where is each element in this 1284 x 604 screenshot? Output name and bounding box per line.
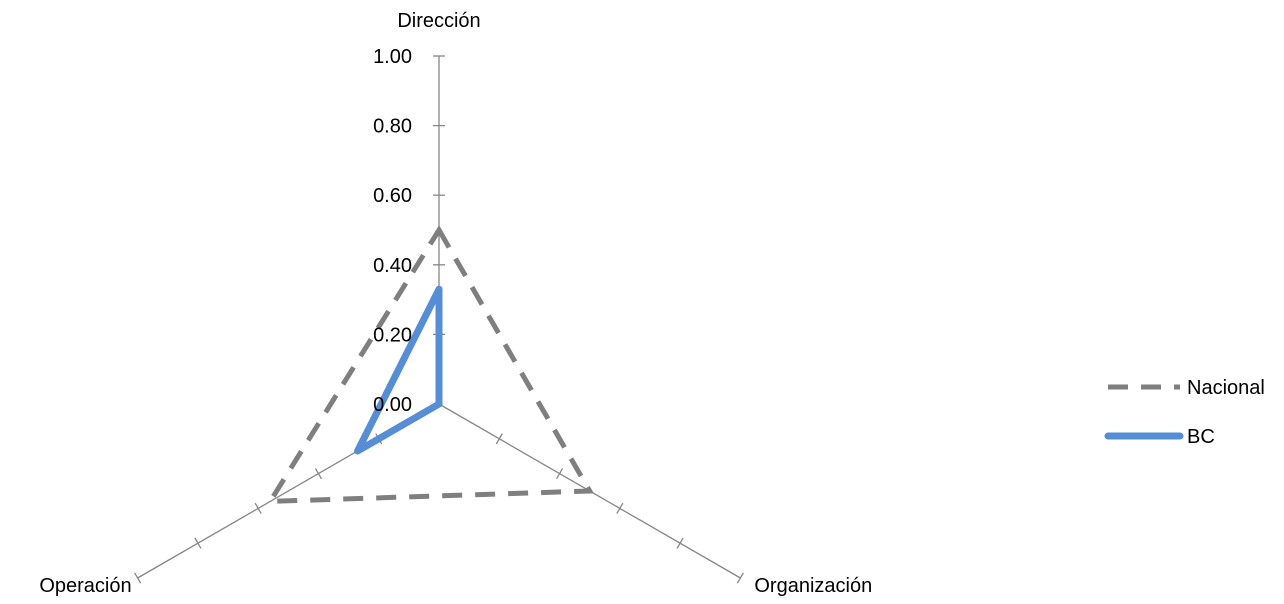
series-bc — [354, 285, 443, 455]
axis-tick — [555, 468, 564, 480]
labels-layer: 0.00 0.20 0.40 0.60 0.80 1.00 Dirección Organiz… — [39, 10, 872, 597]
legend-label-nacional: Nacional — [1187, 377, 1265, 399]
axis-name-organizacion: Organización — [754, 575, 872, 597]
axis-tick — [495, 433, 503, 445]
axis-name-operacion: Operación — [39, 575, 131, 597]
axis-tick — [254, 502, 262, 514]
axis-tick — [616, 502, 624, 514]
axis-tick — [134, 572, 142, 584]
series-layer — [265, 225, 594, 505]
axis-tick — [314, 468, 323, 480]
tick-label: 0.80 — [373, 116, 412, 138]
tick-label: 0.20 — [373, 324, 412, 346]
legend: Nacional BC — [1104, 377, 1265, 448]
axis-tick — [194, 537, 202, 549]
axis-tick — [736, 572, 744, 584]
axis-name-direccion: Dirección — [397, 10, 480, 32]
tick-label: 0.60 — [373, 185, 412, 207]
series-nacional — [265, 225, 594, 505]
tick-label: 0.00 — [373, 394, 412, 416]
legend-label-bc: BC — [1187, 426, 1215, 448]
axis-tick — [676, 537, 684, 549]
tick-label: 0.40 — [373, 255, 412, 277]
tick-label: 1.00 — [373, 46, 412, 68]
